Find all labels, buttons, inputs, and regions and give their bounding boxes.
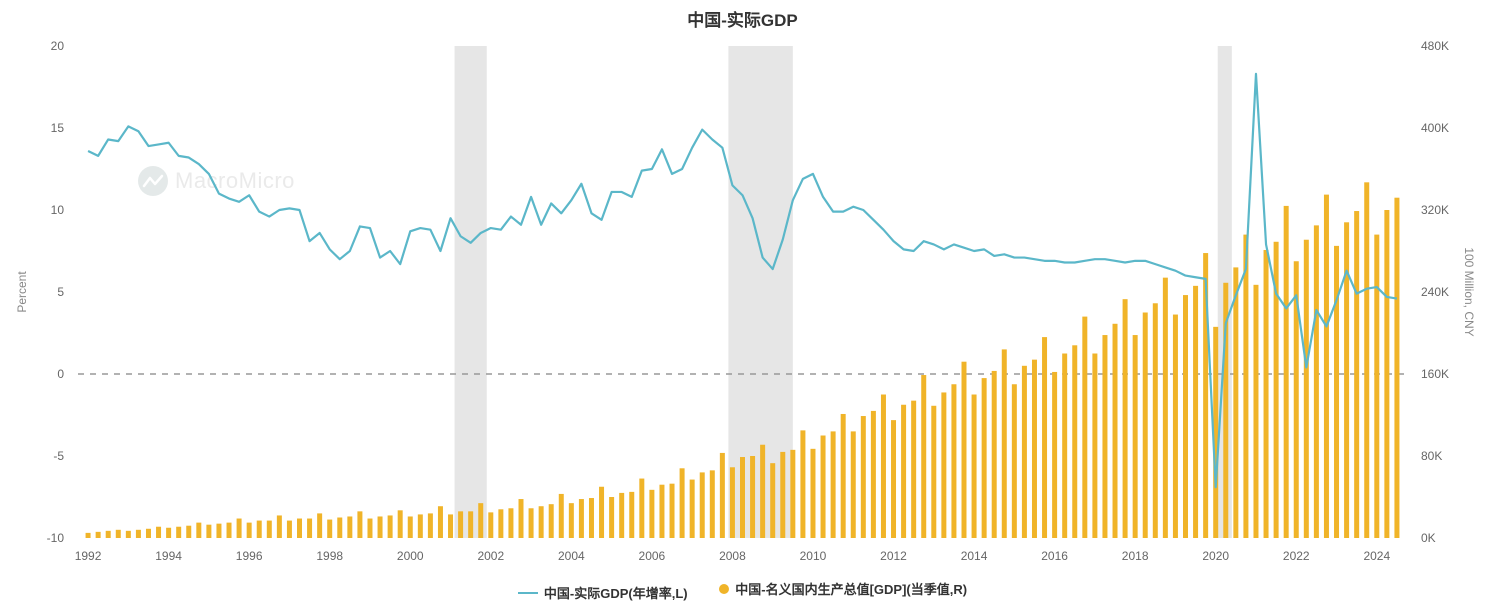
svg-text:2010: 2010 [800,549,827,563]
svg-text:0: 0 [57,367,64,381]
svg-text:-5: -5 [53,449,64,463]
svg-text:2012: 2012 [880,549,907,563]
svg-text:2006: 2006 [639,549,666,563]
chart-container: 中国-实际GDP MacroMicro20151050-5-10Percent4… [0,0,1485,606]
svg-text:1998: 1998 [316,549,343,563]
svg-text:2014: 2014 [961,549,988,563]
legend-line-swatch [518,592,538,594]
legend-bar-swatch [719,584,729,594]
svg-text:10: 10 [51,203,65,217]
chart-plot-area: MacroMicro 20 15 10 5 0 -5 -10 Percent 480K 400K 32… [0,0,1485,606]
svg-text:2008: 2008 [719,549,746,563]
legend-item-line[interactable]: 中国-实际GDP(年增率,L) [518,583,688,602]
legend-line-label: 中国-实际GDP(年增率,L) [544,583,688,602]
svg-text:240K: 240K [1421,285,1449,299]
svg-text:2018: 2018 [1122,549,1149,563]
svg-text:2020: 2020 [1202,549,1229,563]
svg-text:2024: 2024 [1363,549,1390,563]
svg-text:320K: 320K [1421,203,1449,217]
svg-text:480K: 480K [1421,39,1449,53]
svg-text:1996: 1996 [236,549,263,563]
legend-bar-label: 中国-名义国内生产总值[GDP](当季值,R) [735,579,967,598]
svg-text:-10: -10 [47,531,65,545]
svg-text:15: 15 [51,121,65,135]
legend: 中国-实际GDP(年增率,L) 中国-名义国内生产总值[GDP](当季值,R) [0,579,1485,602]
svg-text:2016: 2016 [1041,549,1068,563]
svg-text:0K: 0K [1421,531,1436,545]
svg-text:5: 5 [57,285,64,299]
svg-text:400K: 400K [1421,121,1449,135]
svg-text:20: 20 [51,39,65,53]
svg-text:2004: 2004 [558,549,585,563]
svg-text:2000: 2000 [397,549,424,563]
legend-item-bar[interactable]: 中国-名义国内生产总值[GDP](当季值,R) [719,579,967,598]
svg-text:2002: 2002 [477,549,504,563]
svg-text:1992: 1992 [75,549,102,563]
svg-text:100 Million, CNY: 100 Million, CNY [1462,247,1476,336]
svg-text:1994: 1994 [155,549,182,563]
svg-text:2022: 2022 [1283,549,1310,563]
svg-text:Percent: Percent [15,271,29,313]
svg-text:80K: 80K [1421,449,1442,463]
svg-text:MacroMicro: MacroMicro [175,168,295,193]
svg-text:160K: 160K [1421,367,1449,381]
